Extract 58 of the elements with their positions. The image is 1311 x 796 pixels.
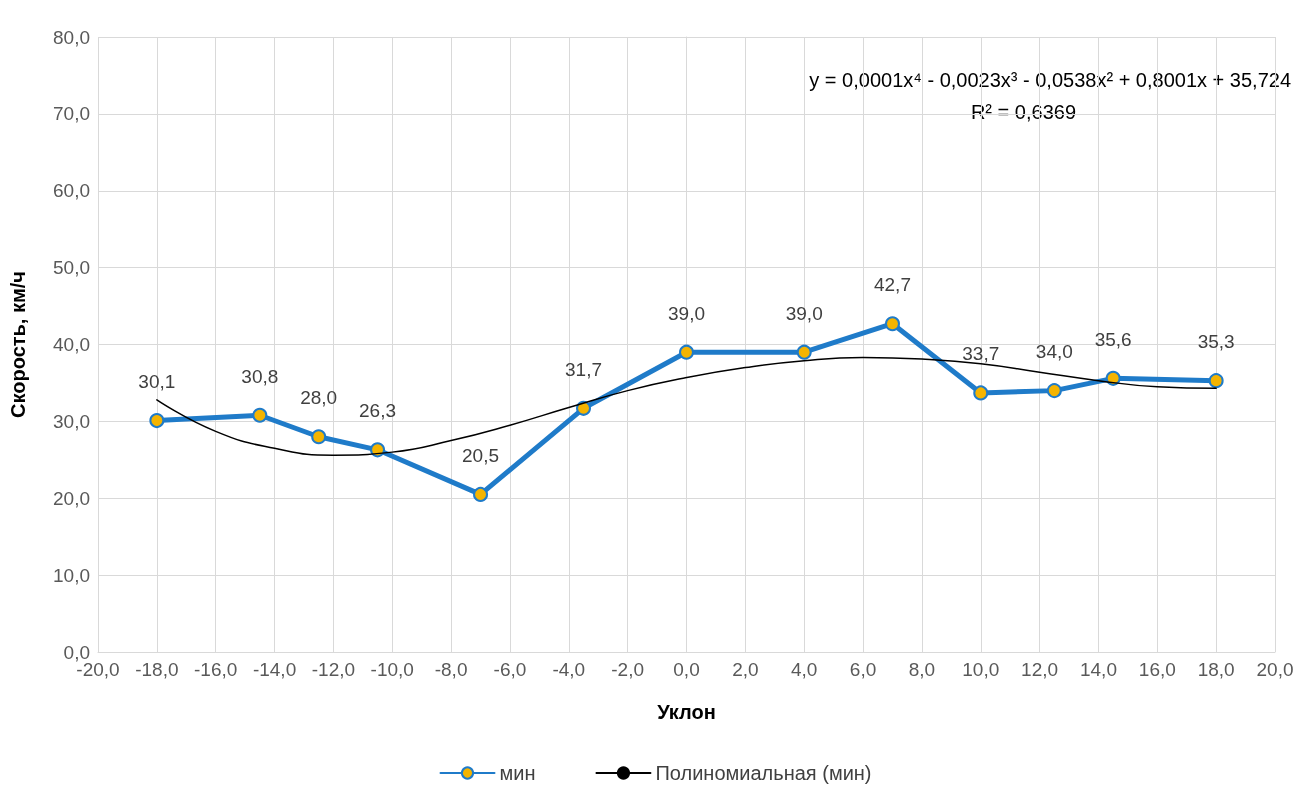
point bbox=[679, 344, 694, 360]
point bbox=[1208, 373, 1224, 389]
x-tick-label: -8,0 bbox=[434, 659, 468, 680]
data-label: 39,0 bbox=[785, 302, 823, 324]
x-tick-label: 10,0 bbox=[962, 659, 1000, 680]
point bbox=[1046, 383, 1062, 399]
x-tick-label: 12,0 bbox=[1021, 659, 1059, 680]
data-label: 33,7 bbox=[962, 343, 1000, 365]
x-tick-label: -10,0 bbox=[370, 659, 414, 680]
y-tick-label: 20,0 bbox=[53, 487, 90, 509]
point bbox=[252, 407, 268, 423]
x-tick-label: 16,0 bbox=[1138, 659, 1176, 680]
data-label: 42,7 bbox=[873, 274, 911, 296]
legend-label: мин bbox=[499, 762, 536, 784]
y-tick-label: 50,0 bbox=[53, 257, 90, 279]
x-tick-label: -6,0 bbox=[493, 659, 527, 680]
point bbox=[796, 344, 812, 360]
data-label: 35,3 bbox=[1197, 331, 1235, 353]
data-label: 35,6 bbox=[1094, 328, 1132, 350]
data-label: 28,0 bbox=[300, 387, 338, 409]
x-tick-label: 0,0 bbox=[673, 659, 700, 680]
legend-label: Полиномиальная (мин) bbox=[655, 762, 872, 784]
y-tick-label: 0,0 bbox=[63, 641, 90, 663]
y-tick-label: 10,0 bbox=[53, 564, 90, 586]
y-axis-title: Скорость, км/ч bbox=[7, 271, 29, 418]
x-tick-label: -18,0 bbox=[135, 659, 179, 680]
data-label: 20,5 bbox=[462, 444, 500, 466]
point bbox=[973, 385, 989, 401]
point bbox=[473, 486, 489, 502]
data-label: 39,0 bbox=[668, 302, 705, 324]
data-label: 30,8 bbox=[241, 365, 279, 387]
x-tick-label: -14,0 bbox=[252, 659, 297, 680]
x-axis-title: Уклон bbox=[657, 701, 716, 723]
data-label: 26,3 bbox=[359, 400, 397, 422]
x-tick-label: 14,0 bbox=[1079, 659, 1117, 680]
x-tick-label: -12,0 bbox=[311, 659, 356, 680]
x-tick-label: -16,0 bbox=[194, 659, 238, 680]
point bbox=[311, 429, 327, 445]
x-tick-label: 6,0 bbox=[849, 659, 877, 680]
x-tick-label: 18,0 bbox=[1197, 659, 1235, 680]
x-tick-label: 2,0 bbox=[732, 659, 759, 680]
y-tick-label: 30,0 bbox=[53, 410, 90, 432]
data-label: 30,1 bbox=[138, 371, 176, 393]
y-tick-label: 70,0 bbox=[53, 103, 90, 125]
y-tick-label: 80,0 bbox=[53, 26, 90, 48]
point bbox=[884, 316, 900, 332]
y-tick-label: 40,0 bbox=[53, 334, 90, 355]
data-label: 31,7 bbox=[565, 358, 602, 380]
x-tick-label: 4,0 bbox=[790, 659, 818, 680]
point bbox=[149, 413, 165, 429]
x-tick-label: 8,0 bbox=[908, 659, 936, 680]
x-tick-label: -2,0 bbox=[611, 659, 645, 680]
data-label: 34,0 bbox=[1035, 341, 1073, 363]
y-tick-label: 60,0 bbox=[53, 180, 90, 202]
point bbox=[576, 400, 592, 416]
x-tick-label: 20,0 bbox=[1256, 659, 1294, 680]
x-tick-label: -4,0 bbox=[552, 659, 586, 680]
annotation: y = 0,0001x⁴ - 0,0023x³ - 0,0538x² + 0,8001x + 35,724 bbox=[809, 69, 1291, 91]
